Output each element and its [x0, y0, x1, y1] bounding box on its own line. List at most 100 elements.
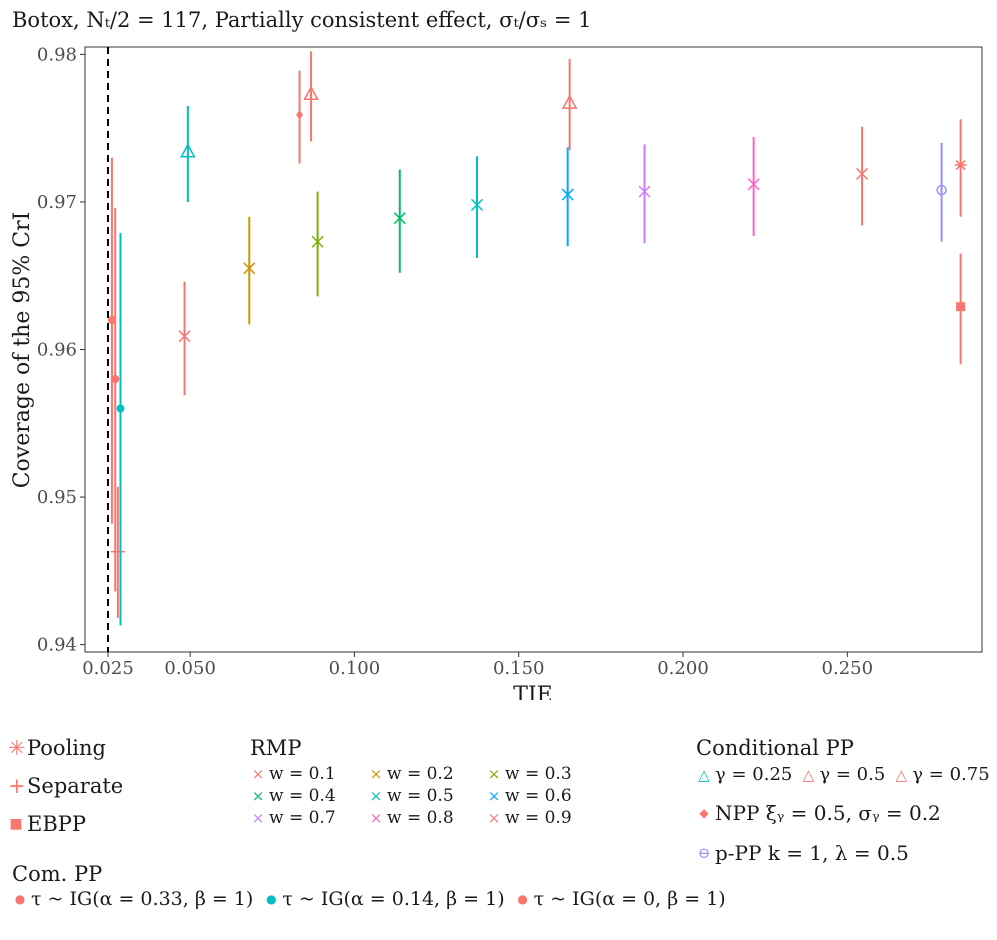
marker-stroke: [856, 167, 869, 180]
x-tick-label: 0.200: [657, 658, 709, 679]
marker-stroke: [747, 178, 760, 191]
legend-item-ebpp: ■ EBPP: [8, 812, 123, 836]
legend-item-rmp: × w = 0.1: [250, 764, 368, 784]
marker-circle: [116, 404, 125, 413]
legend-label: τ ~ IG(α = 0.33, β = 1): [31, 888, 254, 910]
y-tick-label: 0.98: [37, 44, 77, 65]
legend-item-rmp: × w = 0.8: [368, 808, 486, 828]
legend-com-pp: Com. PP ● τ ~ IG(α = 0.33, β = 1) ● τ ~ IG(…: [12, 862, 736, 910]
legend-symbol-icon: ●: [517, 892, 528, 906]
legend-symbol-icon: ×: [369, 765, 383, 783]
legend-item-com-pp: ● τ ~ IG(α = 0.33, β = 1): [12, 888, 254, 910]
x-tick-label: 0.150: [493, 658, 545, 679]
marker-stroke: [561, 188, 574, 201]
marker-circle: [107, 315, 116, 324]
legend-symbol-icon: ×: [369, 809, 383, 827]
legend-symbol-icon: ×: [251, 765, 265, 783]
legend-item-ppp: ⊖ p-PP k = 1, λ = 0.5: [696, 841, 997, 865]
legend-title-conditional-pp: Conditional PP: [696, 736, 854, 760]
legend-label: w = 0.1: [269, 764, 336, 784]
marker-shape: [561, 94, 578, 109]
legend-label: w = 0.8: [387, 808, 454, 828]
legend-item-separate: + Separate: [8, 774, 123, 798]
marker-shape: [180, 143, 196, 158]
y-tick-label: 0.94: [37, 635, 77, 656]
legend-title-rmp: RMP: [250, 736, 302, 760]
marker-cross: [393, 212, 406, 225]
legend-conditional-pp-items: △ γ = 0.25 △ γ = 0.5 △ γ = 0.75: [696, 764, 997, 785]
legend-com-pp-items: ● τ ~ IG(α = 0.33, β = 1) ● τ ~ IG(α = 0.14…: [12, 888, 736, 910]
legend-item-conditional-pp: △ γ = 0.5: [800, 764, 886, 785]
marker-shape: [936, 184, 947, 196]
legend-symbol-icon: △: [802, 765, 815, 784]
marker-cross: [470, 198, 484, 211]
marker-cross: [311, 235, 324, 248]
legend-basic: ✳ Pooling + Separate ■ EBPP: [8, 736, 123, 836]
marker-plus: [110, 544, 125, 559]
marker-cross: [178, 330, 191, 343]
legend-symbol-icon: ×: [487, 809, 501, 827]
legend-conditional-pp: Conditional PP △ γ = 0.25 △ γ = 0.5 △ γ = 0.7…: [696, 736, 997, 865]
legend-label-separate: Separate: [27, 774, 124, 798]
y-axis-label: Coverage of the 95% CrI: [10, 212, 35, 489]
plus-icon: +: [8, 774, 26, 798]
marker-shape: [107, 315, 116, 324]
legend-item-npp: ◆ NPP ξᵧ = 0.5, σᵧ = 0.2: [696, 801, 997, 825]
legend-label-ppp: p-PP k = 1, λ = 0.5: [715, 841, 909, 865]
y-tick-label: 0.97: [37, 192, 77, 213]
legend-title-com-pp: Com. PP: [12, 862, 103, 886]
chart-title: Botox, Nₜ/2 = 117, Partially consistent …: [12, 8, 591, 32]
marker-cross: [243, 262, 256, 275]
marker-stroke: [955, 160, 966, 171]
legend-label-pooling: Pooling: [27, 736, 106, 760]
legend-label: w = 0.7: [269, 808, 336, 828]
pooling-icon: ✳: [8, 736, 26, 760]
legend-item-conditional-pp: △ γ = 0.75: [893, 764, 990, 785]
legend-item-rmp: × w = 0.9: [486, 808, 604, 828]
y-tick-label: 0.95: [37, 487, 77, 508]
marker-shape: [956, 302, 966, 312]
marker-triangle: [303, 85, 319, 100]
legend-item-com-pp: ● τ ~ IG(α = 0.14, β = 1): [263, 888, 505, 910]
marker-stroke: [311, 235, 324, 248]
legend-label: γ = 0.75: [912, 764, 990, 785]
marker-stroke: [393, 212, 406, 225]
x-tick-label: 0.100: [329, 658, 381, 679]
legend-item-rmp: × w = 0.5: [368, 786, 486, 806]
marker-stroke: [243, 262, 256, 275]
marker-cross: [638, 185, 651, 198]
x-tick-label: 0.025: [82, 658, 134, 679]
marker-asterisk: [954, 159, 967, 172]
legend-label: w = 0.6: [505, 786, 572, 806]
legend-symbol-icon: △: [895, 765, 908, 784]
marker-shape: [111, 375, 120, 384]
legend-label: w = 0.2: [387, 764, 454, 784]
marker-square: [956, 302, 966, 312]
legend-label: w = 0.3: [505, 764, 572, 784]
legend-symbol-icon: ×: [487, 765, 501, 783]
marker-shape: [303, 85, 319, 100]
legend-label: w = 0.4: [269, 786, 336, 806]
legend-rmp: RMP × w = 0.1 × w = 0.2 × w = 0.3 × w = 0.4 × w =…: [250, 736, 604, 828]
diamond-icon: ◆: [699, 806, 709, 820]
legend-symbol-icon: ●: [266, 892, 277, 906]
legend-item-rmp: × w = 0.4: [250, 786, 368, 806]
marker-triangle: [180, 143, 196, 158]
marker-cross: [856, 167, 869, 180]
legend-label: τ ~ IG(α = 0, β = 1): [533, 888, 726, 910]
legend-label-npp: NPP ξᵧ = 0.5, σᵧ = 0.2: [715, 801, 941, 825]
data-marks: [107, 51, 967, 626]
open-circle-icon: ⊖: [697, 844, 711, 862]
marker-shape: [296, 110, 304, 120]
marker-triangle: [561, 94, 578, 109]
marker-cross: [747, 178, 760, 191]
legend-symbol-icon: ●: [14, 892, 26, 906]
legend-item-rmp: × w = 0.7: [250, 808, 368, 828]
marker-stroke: [638, 185, 651, 198]
marker-circle: [111, 375, 120, 384]
legend-label-ebpp: EBPP: [27, 812, 87, 836]
legend-label: γ = 0.25: [715, 764, 793, 785]
legend-symbol-icon: ×: [369, 787, 383, 805]
axes: 0.94 0.95 0.96 0.97 0.98 0.025 0.050 0.100 0.150…: [37, 44, 873, 679]
legend-label: γ = 0.5: [819, 764, 886, 785]
